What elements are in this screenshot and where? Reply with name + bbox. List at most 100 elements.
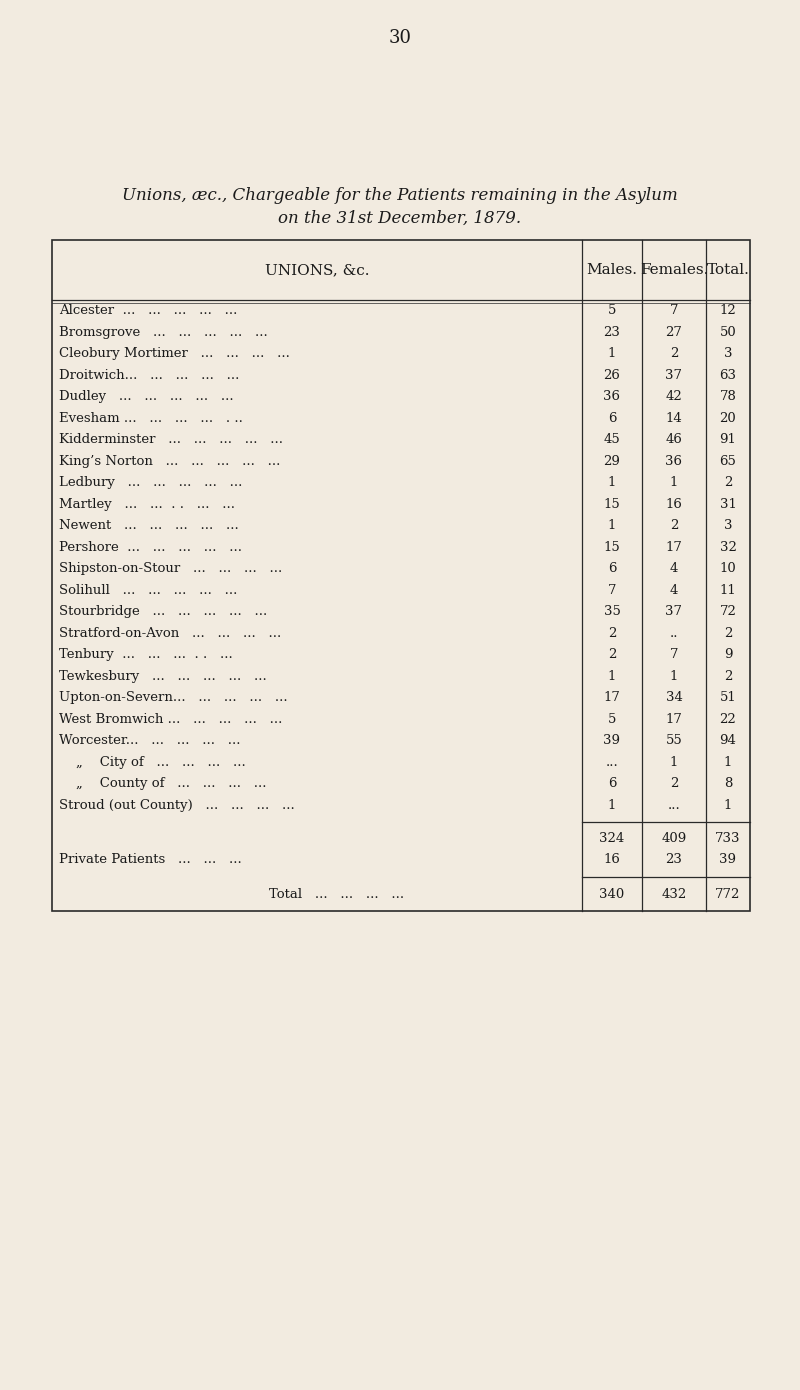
Text: 23: 23 (666, 853, 682, 866)
Text: 22: 22 (720, 713, 736, 726)
Text: „    County of   ...   ...   ...   ...: „ County of ... ... ... ... (59, 777, 266, 791)
Text: 36: 36 (666, 455, 682, 468)
Text: Martley   ...   ...  . .   ...   ...: Martley ... ... . . ... ... (59, 498, 235, 510)
Text: 37: 37 (666, 368, 682, 382)
Text: 1: 1 (608, 799, 616, 812)
Text: Newent   ...   ...   ...   ...   ...: Newent ... ... ... ... ... (59, 520, 238, 532)
Text: Dudley   ...   ...   ...   ...   ...: Dudley ... ... ... ... ... (59, 391, 234, 403)
Text: 2: 2 (670, 777, 678, 791)
Text: 7: 7 (608, 584, 616, 596)
Text: Pershore  ...   ...   ...   ...   ...: Pershore ... ... ... ... ... (59, 541, 242, 553)
Text: 27: 27 (666, 325, 682, 339)
Text: 23: 23 (603, 325, 621, 339)
Text: 4: 4 (670, 562, 678, 575)
Text: 17: 17 (666, 541, 682, 553)
Text: Total.: Total. (706, 263, 750, 277)
Text: 39: 39 (719, 853, 737, 866)
Text: ...: ... (668, 799, 680, 812)
Text: 29: 29 (603, 455, 621, 468)
Text: Tenbury  ...   ...   ...  . .   ...: Tenbury ... ... ... . . ... (59, 648, 233, 662)
Text: 1: 1 (724, 799, 732, 812)
Text: 17: 17 (603, 691, 621, 705)
Text: 11: 11 (720, 584, 736, 596)
Text: Stratford-on-Avon   ...   ...   ...   ...: Stratford-on-Avon ... ... ... ... (59, 627, 282, 639)
Text: 340: 340 (599, 888, 625, 902)
Text: 20: 20 (720, 411, 736, 425)
Text: Evesham ...   ...   ...   ...   . ..: Evesham ... ... ... ... . .. (59, 411, 243, 425)
Text: 5: 5 (608, 304, 616, 317)
Text: on the 31st December, 1879.: on the 31st December, 1879. (278, 210, 522, 227)
Text: 10: 10 (720, 562, 736, 575)
Text: Kidderminster   ...   ...   ...   ...   ...: Kidderminster ... ... ... ... ... (59, 434, 283, 446)
Text: 55: 55 (666, 734, 682, 748)
Text: 6: 6 (608, 411, 616, 425)
Text: 772: 772 (715, 888, 741, 902)
Text: 6: 6 (608, 777, 616, 791)
Text: Worcester...   ...   ...   ...   ...: Worcester... ... ... ... ... (59, 734, 241, 748)
Text: 1: 1 (724, 756, 732, 769)
Text: 9: 9 (724, 648, 732, 662)
Text: ...: ... (606, 756, 618, 769)
Text: 1: 1 (670, 670, 678, 682)
Text: 8: 8 (724, 777, 732, 791)
Text: Cleobury Mortimer   ...   ...   ...   ...: Cleobury Mortimer ... ... ... ... (59, 348, 290, 360)
Text: Stourbridge   ...   ...   ...   ...   ...: Stourbridge ... ... ... ... ... (59, 605, 267, 619)
Text: 2: 2 (670, 520, 678, 532)
Text: 1: 1 (670, 477, 678, 489)
Text: 4: 4 (670, 584, 678, 596)
Text: 1: 1 (608, 477, 616, 489)
Text: 2: 2 (608, 648, 616, 662)
Text: 94: 94 (719, 734, 737, 748)
Bar (52, 240, 750, 910)
Text: 31: 31 (719, 498, 737, 510)
Text: 32: 32 (719, 541, 737, 553)
Text: 15: 15 (604, 498, 620, 510)
Text: 1: 1 (670, 756, 678, 769)
Text: 34: 34 (666, 691, 682, 705)
Text: 7: 7 (670, 648, 678, 662)
Text: 45: 45 (604, 434, 620, 446)
Text: 3: 3 (724, 348, 732, 360)
Text: „    City of   ...   ...   ...   ...: „ City of ... ... ... ... (59, 756, 246, 769)
Text: Bromsgrove   ...   ...   ...   ...   ...: Bromsgrove ... ... ... ... ... (59, 325, 268, 339)
Text: Alcester  ...   ...   ...   ...   ...: Alcester ... ... ... ... ... (59, 304, 238, 317)
Text: Solihull   ...   ...   ...   ...   ...: Solihull ... ... ... ... ... (59, 584, 238, 596)
Text: 7: 7 (670, 304, 678, 317)
Text: 15: 15 (604, 541, 620, 553)
Text: ..: .. (670, 627, 678, 639)
Text: 409: 409 (662, 831, 686, 845)
Text: 35: 35 (603, 605, 621, 619)
Text: 42: 42 (666, 391, 682, 403)
Text: 3: 3 (724, 520, 732, 532)
Text: 16: 16 (666, 498, 682, 510)
Text: Unions, æc., Chargeable for the Patients remaining in the Asylum: Unions, æc., Chargeable for the Patients… (122, 186, 678, 203)
Text: 78: 78 (719, 391, 737, 403)
Text: 30: 30 (389, 29, 411, 47)
Text: 432: 432 (662, 888, 686, 902)
Text: King’s Norton   ...   ...   ...   ...   ...: King’s Norton ... ... ... ... ... (59, 455, 280, 468)
Text: 6: 6 (608, 562, 616, 575)
Text: 50: 50 (720, 325, 736, 339)
Text: Males.: Males. (586, 263, 638, 277)
Text: 1: 1 (608, 670, 616, 682)
Text: 2: 2 (670, 348, 678, 360)
Text: 72: 72 (719, 605, 737, 619)
Text: 2: 2 (608, 627, 616, 639)
Text: West Bromwich ...   ...   ...   ...   ...: West Bromwich ... ... ... ... ... (59, 713, 282, 726)
Text: 1: 1 (608, 520, 616, 532)
Text: 65: 65 (719, 455, 737, 468)
Text: Private Patients   ...   ...   ...: Private Patients ... ... ... (59, 853, 242, 866)
Text: 26: 26 (603, 368, 621, 382)
Text: 14: 14 (666, 411, 682, 425)
Text: 39: 39 (603, 734, 621, 748)
Text: 16: 16 (603, 853, 621, 866)
Text: 46: 46 (666, 434, 682, 446)
Text: 733: 733 (715, 831, 741, 845)
Text: UNIONS, &c.: UNIONS, &c. (265, 263, 370, 277)
Text: Upton-on-Severn...   ...   ...   ...   ...: Upton-on-Severn... ... ... ... ... (59, 691, 288, 705)
Text: Ledbury   ...   ...   ...   ...   ...: Ledbury ... ... ... ... ... (59, 477, 242, 489)
Text: 324: 324 (599, 831, 625, 845)
Text: 12: 12 (720, 304, 736, 317)
Text: Droitwich...   ...   ...   ...   ...: Droitwich... ... ... ... ... (59, 368, 239, 382)
Text: 36: 36 (603, 391, 621, 403)
